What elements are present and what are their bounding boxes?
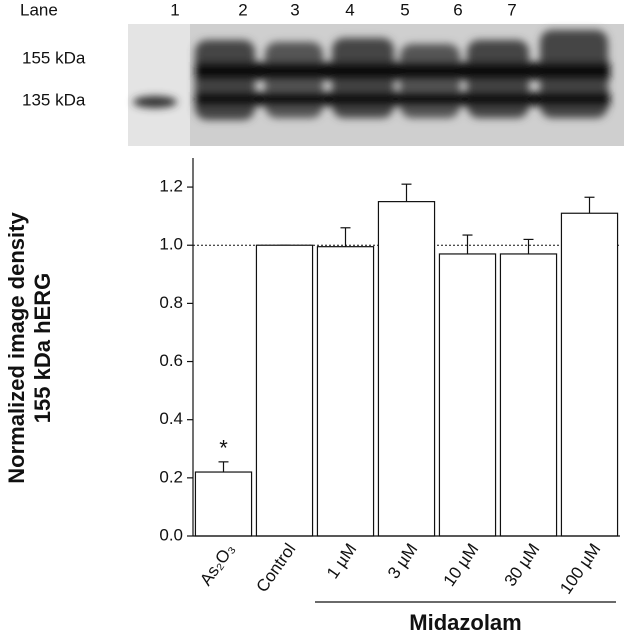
group-label: Midazolam [409, 610, 521, 635]
bar [255, 244, 314, 537]
x-tick-label: Control [252, 540, 299, 596]
blot-bands [133, 30, 610, 120]
y-tick-label: 0.8 [159, 293, 183, 312]
x-tick-label: 10 µM [440, 540, 483, 590]
y-axis-label-line: 155 kDa hERG [30, 273, 55, 423]
x-tick-label: 3 µM [384, 540, 421, 582]
lane-number: 7 [507, 0, 516, 19]
band-label: 155 kDa [22, 48, 86, 67]
lane-number: 2 [238, 0, 247, 19]
x-tick-label-group: As₂O₃ [196, 540, 238, 589]
x-tick-label-group: 100 µM [556, 540, 604, 598]
y-axis-label: Normalized image density 155 kDa hERG [4, 212, 55, 484]
x-tick-label-group: 30 µM [501, 540, 544, 590]
band-label: 135 kDa [22, 90, 86, 109]
lane-number: 5 [400, 0, 409, 19]
x-tick-label: 30 µM [501, 540, 544, 590]
y-tick-label: 0.2 [159, 467, 183, 486]
x-tick-label: 100 µM [556, 540, 604, 598]
y-tick-label: 1.0 [159, 235, 183, 254]
lane-number: 6 [453, 0, 462, 19]
x-tick-label: 1 µM [323, 540, 360, 582]
y-tick-label: 0.0 [159, 525, 183, 544]
y-axis-label-line: Normalized image density [4, 212, 29, 484]
x-tick-label-group: Control [252, 540, 299, 596]
lane-number: 1 [170, 0, 179, 19]
x-tick-label-group: 1 µM [323, 540, 360, 582]
annotation: * [219, 436, 228, 461]
bar [560, 212, 619, 537]
bar [316, 246, 375, 537]
y-tick-label: 0.4 [159, 409, 183, 428]
x-tick-label-group: 10 µM [440, 540, 483, 590]
x-tick-label-group: 3 µM [384, 540, 421, 582]
lane-number: 3 [290, 0, 299, 19]
bar [377, 201, 436, 537]
lane-title: Lane [20, 0, 58, 19]
x-tick-label: As₂O₃ [196, 540, 238, 589]
y-tick-label: 0.6 [159, 351, 183, 370]
western-blot [128, 24, 624, 146]
y-tick-label: 1.2 [159, 177, 183, 196]
bar [438, 253, 497, 537]
lane-number: 4 [345, 0, 354, 19]
bar [194, 471, 253, 537]
bar [499, 253, 558, 537]
